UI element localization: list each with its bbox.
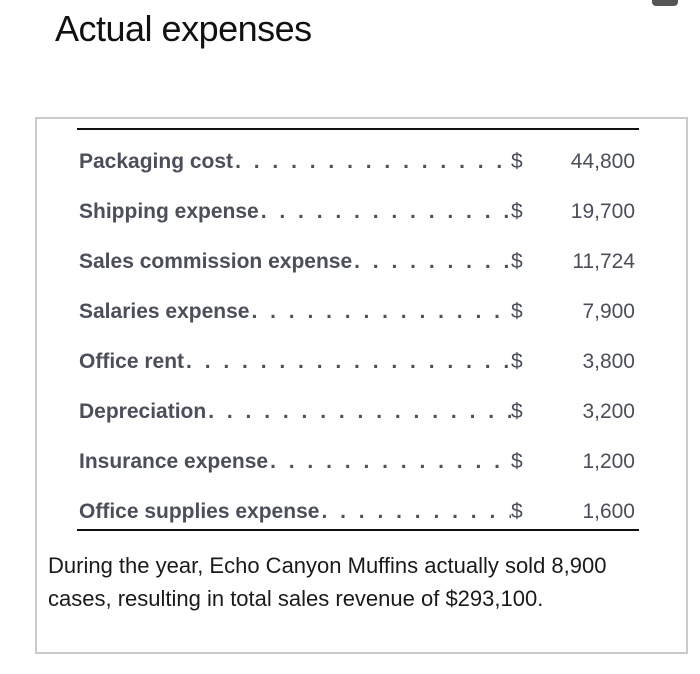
expense-value: 19,700 (570, 200, 635, 223)
expenses-panel: Packaging cost . . . . . . . . . . . . .… (35, 117, 688, 654)
expense-label: Depreciation (79, 400, 207, 423)
dot-leader: . . . . . . . . . . . . . . . . . . . . … (208, 400, 511, 423)
currency-symbol: $ (511, 300, 523, 323)
expense-value: 44,800 (570, 150, 635, 173)
dot-leader: . . . . . . . . . . . . . . . . . . . . … (321, 500, 511, 523)
page-title: Actual expenses (55, 8, 312, 49)
expense-value: 3,200 (582, 400, 635, 423)
expense-label: Office supplies expense (79, 500, 320, 523)
currency-symbol: $ (511, 150, 523, 173)
expense-label: Packaging cost (79, 150, 234, 173)
expense-label: Sales commission expense (79, 250, 353, 273)
expense-value: 1,600 (582, 500, 635, 523)
expense-row: Salaries expense . . . . . . . . . . . .… (79, 297, 635, 327)
expense-row: Shipping expense . . . . . . . . . . . .… (79, 197, 635, 227)
description-paragraph: During the year, Echo Canyon Muffins act… (48, 553, 607, 611)
window-handle (652, 0, 678, 6)
expense-row: Depreciation . . . . . . . . . . . . . .… (79, 397, 635, 427)
expense-value: 1,200 (582, 450, 635, 473)
expense-label: Insurance expense (79, 450, 269, 473)
top-rule (77, 128, 639, 130)
expense-value: 7,900 (582, 300, 635, 323)
dot-leader: . . . . . . . . . . . . . . . . . . . . … (354, 250, 511, 273)
dot-leader: . . . . . . . . . . . . . . . . . . . . … (260, 200, 511, 223)
dot-leader: . . . . . . . . . . . . . . . . . . . . … (270, 450, 511, 473)
expense-row: Office rent . . . . . . . . . . . . . . … (79, 347, 635, 377)
expense-label: Salaries expense (79, 300, 250, 323)
expense-row: Sales commission expense . . . . . . . .… (79, 247, 635, 277)
currency-symbol: $ (511, 250, 523, 273)
currency-symbol: $ (511, 450, 523, 473)
dot-leader: . . . . . . . . . . . . . . . . . . . . … (235, 150, 511, 173)
dot-leader: . . . . . . . . . . . . . . . . . . . . … (186, 350, 511, 373)
currency-symbol: $ (511, 350, 523, 373)
currency-symbol: $ (511, 500, 523, 523)
expense-value: 11,724 (572, 250, 635, 273)
dot-leader: . . . . . . . . . . . . . . . . . . . . … (251, 300, 511, 323)
expense-label: Office rent (79, 350, 185, 373)
expense-label: Shipping expense (79, 200, 259, 223)
expense-value: 3,800 (582, 350, 635, 373)
expense-row: Office supplies expense . . . . . . . . … (79, 497, 635, 527)
expense-row: Insurance expense . . . . . . . . . . . … (79, 447, 635, 477)
currency-symbol: $ (511, 400, 523, 423)
expense-row: Packaging cost . . . . . . . . . . . . .… (79, 147, 635, 177)
bottom-rule (77, 529, 639, 531)
currency-symbol: $ (511, 200, 523, 223)
